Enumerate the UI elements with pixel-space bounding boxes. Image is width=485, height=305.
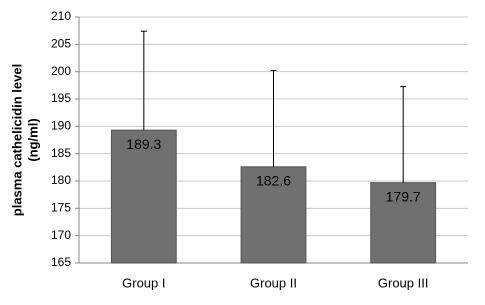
data-label: 179.7 [386,188,421,204]
y-tick-label: 210 [51,9,71,23]
y-tick-label: 175 [51,201,71,215]
y-tick-label: 170 [51,228,71,242]
y-tick-label: 190 [51,119,71,133]
bar [370,182,437,264]
y-tick-label: 195 [51,91,71,105]
bar [240,166,307,264]
y-tick-label: 185 [51,146,71,160]
data-label: 182.6 [256,172,291,188]
bar [110,129,177,264]
x-tick-label: Group I [122,275,165,290]
x-tick-label: Group III [378,275,429,290]
y-axis-label: plasma cathelicidin level [9,64,24,216]
y-tick-label: 200 [51,64,71,78]
y-tick-label: 180 [51,173,71,187]
y-tick-label: 205 [51,37,71,51]
x-tick-label: Group II [250,275,297,290]
y-tick-label: 165 [51,255,71,269]
y-axis-label: (ng/ml) [25,118,40,161]
error-bar [140,30,147,131]
error-bar [400,85,407,183]
data-label: 189.3 [126,136,161,152]
error-bar [270,70,277,167]
